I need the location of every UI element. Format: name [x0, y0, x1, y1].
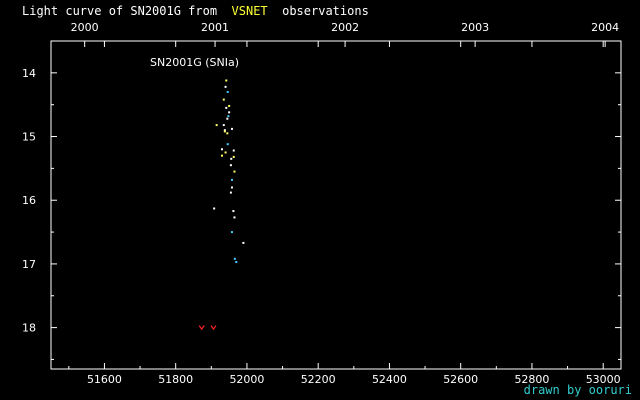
- x-tick-label: 53000: [586, 373, 621, 386]
- data-point: [229, 191, 232, 194]
- data-point: [235, 261, 238, 264]
- year-tick-label: 2003: [461, 21, 489, 34]
- plot-frame: [50, 40, 622, 370]
- data-point: [226, 143, 229, 146]
- data-point: [226, 117, 229, 120]
- data-point: [232, 155, 235, 158]
- y-tick-label: 17: [22, 258, 36, 271]
- data-point: [215, 124, 218, 127]
- data-point: [228, 104, 231, 107]
- data-point: [225, 79, 228, 82]
- year-tick-label: 2002: [331, 21, 359, 34]
- x-tick-label: 52600: [443, 373, 478, 386]
- chart-inset-label: SN2001G (SNIa): [150, 56, 239, 69]
- data-point: [230, 127, 233, 130]
- data-point: [226, 90, 229, 93]
- data-point: [232, 149, 235, 152]
- data-point: [213, 207, 216, 210]
- data-point: [221, 154, 223, 157]
- data-point: [233, 216, 236, 219]
- y-tick-label: 14: [22, 67, 36, 80]
- axis-ticks: 51600 51800 52000 52200 52400 52600 52800 53000…: [22, 21, 621, 386]
- x-tick-label: 52400: [372, 373, 407, 386]
- data-point: [221, 148, 223, 151]
- upper-limit-mark: [198, 325, 205, 331]
- year-tick-label: 2000: [71, 21, 99, 34]
- data-point: [224, 151, 227, 154]
- data-marks: [198, 79, 245, 331]
- y-tick-label: 18: [22, 322, 36, 335]
- upper-limit-mark: [210, 325, 217, 331]
- data-point: [222, 98, 225, 101]
- y-tick-label: 15: [22, 131, 36, 144]
- data-point: [230, 186, 233, 189]
- data-point: [226, 132, 229, 135]
- data-point: [227, 115, 230, 118]
- x-tick-label: 52800: [514, 373, 549, 386]
- x-tick-label: 51800: [158, 373, 193, 386]
- page-title: Light curve of SN2001G from VSNET observ…: [22, 4, 369, 18]
- credit-text: drawn by ooruri: [523, 383, 632, 397]
- x-tick-label: 52200: [301, 373, 336, 386]
- data-point: [222, 124, 225, 127]
- data-point: [228, 111, 231, 114]
- data-point: [223, 129, 226, 132]
- data-point: [230, 231, 233, 234]
- data-point: [230, 178, 233, 181]
- x-tick-label: 51600: [87, 373, 122, 386]
- data-point: [229, 164, 232, 167]
- title-prefix: Light curve of SN2001G from: [22, 4, 218, 18]
- title-source: VSNET: [231, 4, 268, 18]
- data-point: [233, 170, 236, 173]
- data-point: [230, 157, 233, 160]
- title-suffix: observations: [282, 4, 369, 18]
- data-point: [233, 257, 236, 260]
- x-tick-label: 52000: [229, 373, 264, 386]
- data-point: [225, 106, 228, 109]
- y-tick-label: 16: [22, 194, 36, 207]
- data-point: [232, 210, 235, 213]
- year-tick-label: 2004: [591, 21, 619, 34]
- data-point: [242, 241, 245, 244]
- data-point: [224, 85, 227, 88]
- data-point: [223, 130, 226, 133]
- year-tick-label: 2001: [201, 21, 229, 34]
